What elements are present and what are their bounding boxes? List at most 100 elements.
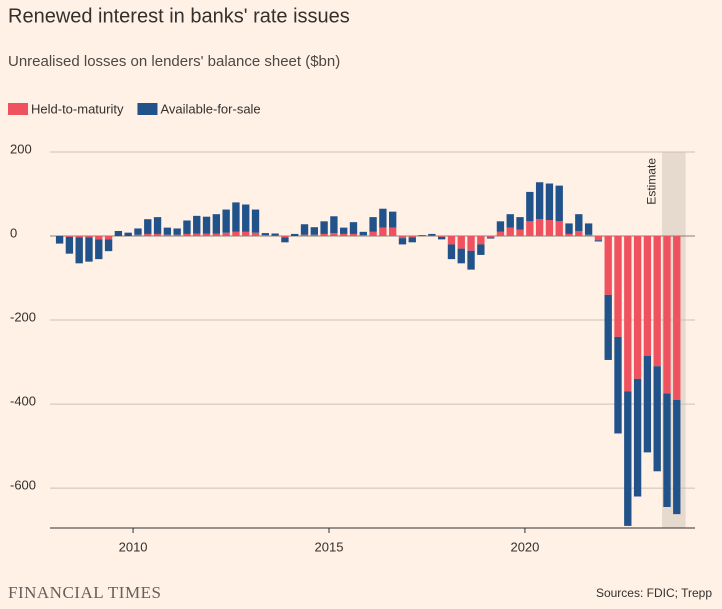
bar [477, 244, 485, 255]
bar [202, 233, 211, 237]
y-tick-label: -200 [10, 309, 36, 324]
bar [643, 236, 652, 356]
bar [134, 234, 142, 237]
bar [437, 236, 446, 237]
bar [242, 231, 250, 237]
bar [85, 237, 93, 262]
bar [163, 227, 172, 235]
bar [457, 236, 465, 249]
bar [379, 227, 387, 237]
bar [232, 231, 240, 237]
bar [222, 232, 230, 237]
bar [673, 399, 681, 515]
bar [65, 236, 74, 254]
bar [212, 233, 221, 237]
bar [565, 223, 573, 234]
y-tick-label: 200 [10, 141, 32, 156]
bar [555, 185, 563, 222]
bar [447, 244, 456, 260]
bar [173, 228, 181, 235]
bar [124, 232, 132, 237]
bar [389, 211, 397, 228]
bar [310, 227, 318, 235]
bar [604, 294, 612, 360]
legend-swatch [137, 103, 158, 115]
bar [389, 227, 397, 237]
bar [75, 237, 83, 264]
bar [291, 233, 299, 237]
bar [232, 202, 240, 232]
bar [349, 222, 358, 234]
bar [300, 224, 309, 235]
bar [261, 233, 270, 236]
bar [251, 232, 260, 237]
y-tick-label: 0 [10, 225, 17, 240]
bar [545, 183, 554, 221]
bar [261, 235, 270, 237]
bar [330, 216, 338, 234]
bar [104, 239, 113, 252]
bar [496, 231, 505, 237]
bar [594, 236, 603, 241]
bar [242, 204, 250, 232]
bar [614, 236, 622, 337]
bar [614, 336, 622, 434]
bar [584, 223, 593, 235]
bar [251, 209, 260, 233]
bar [75, 236, 83, 238]
x-tick-label: 2020 [510, 539, 539, 554]
chart-title: Renewed interest in banks' rate issues [8, 5, 350, 27]
bar [643, 355, 652, 453]
bar [379, 208, 387, 228]
bar [604, 236, 612, 295]
bar [516, 217, 524, 230]
x-tick-label: 2010 [119, 539, 148, 554]
bar [183, 220, 191, 234]
bar [369, 217, 377, 232]
bar [320, 221, 328, 234]
legend-label: Available-for-sale [160, 101, 260, 116]
bar [653, 366, 661, 472]
bar [653, 236, 661, 367]
bar [633, 378, 642, 497]
bar [310, 234, 318, 237]
bar [526, 221, 534, 237]
bar [584, 234, 593, 237]
bar [673, 236, 681, 400]
bar [330, 233, 338, 237]
x-tick-label: 2015 [315, 539, 344, 554]
bar [408, 236, 416, 238]
bar [163, 234, 172, 237]
bar [193, 233, 201, 237]
bar [467, 236, 475, 251]
bar [565, 233, 573, 237]
bar [65, 236, 74, 237]
bar [526, 191, 534, 222]
bar [506, 227, 514, 237]
bar [535, 182, 544, 220]
bar [575, 214, 583, 231]
bar [173, 234, 181, 237]
bar [496, 221, 505, 232]
bar [555, 221, 563, 237]
bar [359, 235, 367, 237]
bar [506, 214, 514, 228]
bar [437, 236, 446, 240]
brand: FINANCIAL TIMES [8, 583, 161, 602]
bar [95, 239, 103, 260]
bar [153, 217, 162, 234]
bar [457, 248, 465, 264]
bar [193, 215, 201, 234]
bar [486, 237, 495, 239]
legend-label: Held-to-maturity [31, 101, 124, 116]
bar [398, 238, 407, 245]
source: Sources: FDIC; Trepp [596, 586, 712, 600]
bar [545, 220, 554, 237]
bar [95, 236, 103, 240]
bar [398, 236, 407, 239]
bar [575, 230, 583, 237]
bar [134, 228, 142, 235]
bar [212, 214, 221, 234]
bar [349, 233, 358, 237]
